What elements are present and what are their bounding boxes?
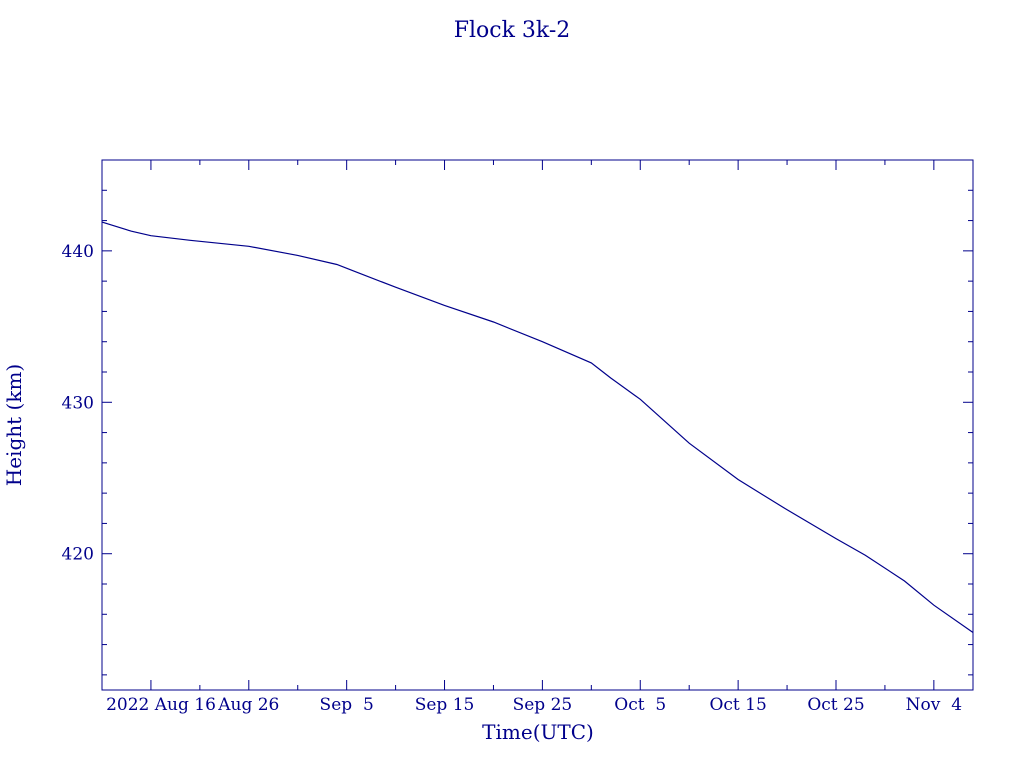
x-tick-label: Oct 25 bbox=[807, 695, 864, 715]
x-axis-label: Time(UTC) bbox=[482, 720, 594, 744]
x-tick-label: Sep 25 bbox=[513, 695, 573, 715]
axis-ticks bbox=[101, 159, 973, 690]
x-tick-label: Nov 4 bbox=[906, 695, 962, 715]
y-tick-label: 420 bbox=[62, 545, 94, 565]
y-tick-label: 440 bbox=[62, 242, 94, 262]
y-axis-label: Height (km) bbox=[2, 364, 26, 486]
x-tick-label: Sep 15 bbox=[415, 695, 475, 715]
plot-frame bbox=[101, 159, 974, 691]
tick-labels: 2022 Aug 16 Aug 26 Sep 5 Sep 15 Sep 25 Oct 5 O… bbox=[62, 242, 962, 715]
height-series-line bbox=[101, 221, 974, 633]
x-tick-label: 2022 Aug 16 bbox=[106, 695, 216, 715]
x-tick-label: Aug 26 bbox=[217, 695, 279, 715]
y-tick-label: 430 bbox=[62, 393, 94, 413]
x-tick-label: Oct 15 bbox=[709, 695, 766, 715]
x-tick-label: Sep 5 bbox=[320, 695, 374, 715]
x-tick-label: Oct 5 bbox=[614, 695, 666, 715]
chart-title: Flock 3k-2 bbox=[454, 18, 571, 43]
